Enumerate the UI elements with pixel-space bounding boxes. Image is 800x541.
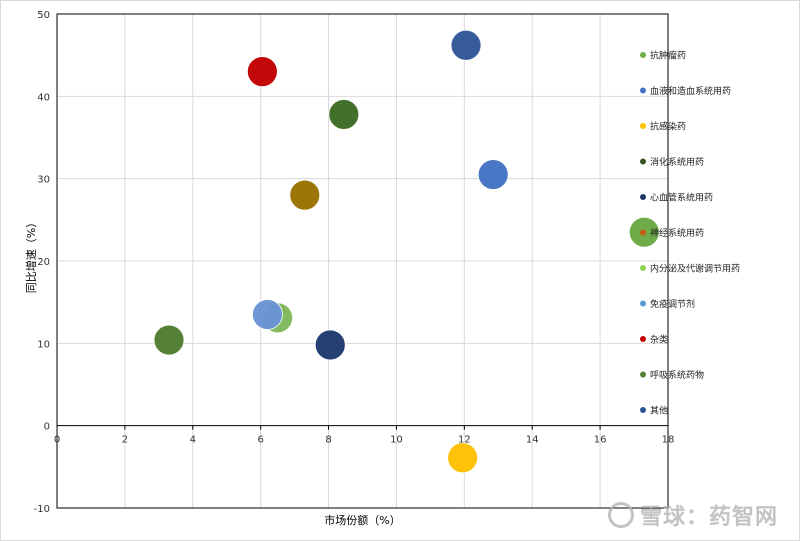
bubble-point bbox=[153, 324, 185, 356]
x-tick-label: 18 bbox=[662, 435, 675, 446]
x-tick-label: 2 bbox=[122, 435, 128, 446]
legend-marker bbox=[640, 87, 646, 94]
y-tick-label: 0 bbox=[44, 422, 50, 433]
watermark-text: 雪球：药智网 bbox=[639, 505, 778, 530]
legend-marker bbox=[640, 336, 646, 342]
bubble-point bbox=[289, 179, 321, 211]
legend-marker bbox=[640, 158, 646, 165]
plot-border bbox=[56, 13, 669, 509]
legend-label: 血液和造血系统用药 bbox=[650, 85, 731, 97]
y-tick-label: 30 bbox=[37, 175, 50, 186]
bubble-point bbox=[252, 299, 283, 330]
legend-label: 免疫调节剂 bbox=[650, 298, 695, 310]
x-tick-label: 0 bbox=[54, 435, 60, 446]
legend-marker bbox=[640, 194, 646, 200]
watermark: 雪球：药智网 bbox=[607, 499, 778, 531]
legend-label: 抗感染药 bbox=[650, 121, 686, 133]
legend-marker bbox=[640, 123, 646, 129]
legend-marker bbox=[640, 229, 646, 236]
legend-label: 抗肿瘤药 bbox=[650, 50, 686, 62]
bubble-point bbox=[477, 159, 509, 190]
xueqiu-logo-icon bbox=[607, 502, 634, 528]
bubble-point bbox=[246, 56, 278, 88]
x-tick-label: 4 bbox=[190, 435, 196, 446]
legend-marker bbox=[640, 371, 646, 378]
x-axis-title: 市场份额（%） bbox=[324, 513, 400, 527]
bubble-point bbox=[328, 99, 360, 130]
legend-label: 内分泌及代谢调节用药 bbox=[650, 263, 740, 275]
x-tick-label: 14 bbox=[526, 435, 539, 446]
x-tick-label: 10 bbox=[390, 435, 403, 446]
x-tick-label: 6 bbox=[257, 435, 263, 446]
legend-label: 消化系统用药 bbox=[650, 156, 704, 168]
legend-marker bbox=[640, 52, 646, 58]
legend-label: 心血管系统用药 bbox=[650, 192, 713, 204]
y-tick-label: 40 bbox=[37, 92, 50, 103]
x-tick-label: 8 bbox=[325, 435, 331, 446]
y-tick-label: -10 bbox=[34, 504, 50, 515]
bubble-point bbox=[314, 329, 346, 361]
x-tick-label: 12 bbox=[458, 435, 471, 446]
legend-marker bbox=[640, 407, 646, 413]
legend-label: 神经系统用药 bbox=[650, 227, 704, 239]
legend-label: 杂类 bbox=[650, 334, 668, 346]
y-tick-label: 20 bbox=[37, 257, 50, 268]
bubble-point bbox=[447, 442, 479, 474]
y-tick-label: 10 bbox=[37, 339, 50, 350]
bubble-point bbox=[450, 29, 482, 61]
x-tick-label: 16 bbox=[594, 435, 607, 446]
y-tick-label: 50 bbox=[37, 10, 50, 21]
legend-label: 呼吸系统药物 bbox=[650, 369, 704, 381]
legend-marker bbox=[640, 265, 646, 271]
legend-label: 其他 bbox=[650, 405, 668, 417]
legend-marker bbox=[640, 300, 646, 307]
y-axis-title: 同比增速（%） bbox=[24, 217, 38, 293]
